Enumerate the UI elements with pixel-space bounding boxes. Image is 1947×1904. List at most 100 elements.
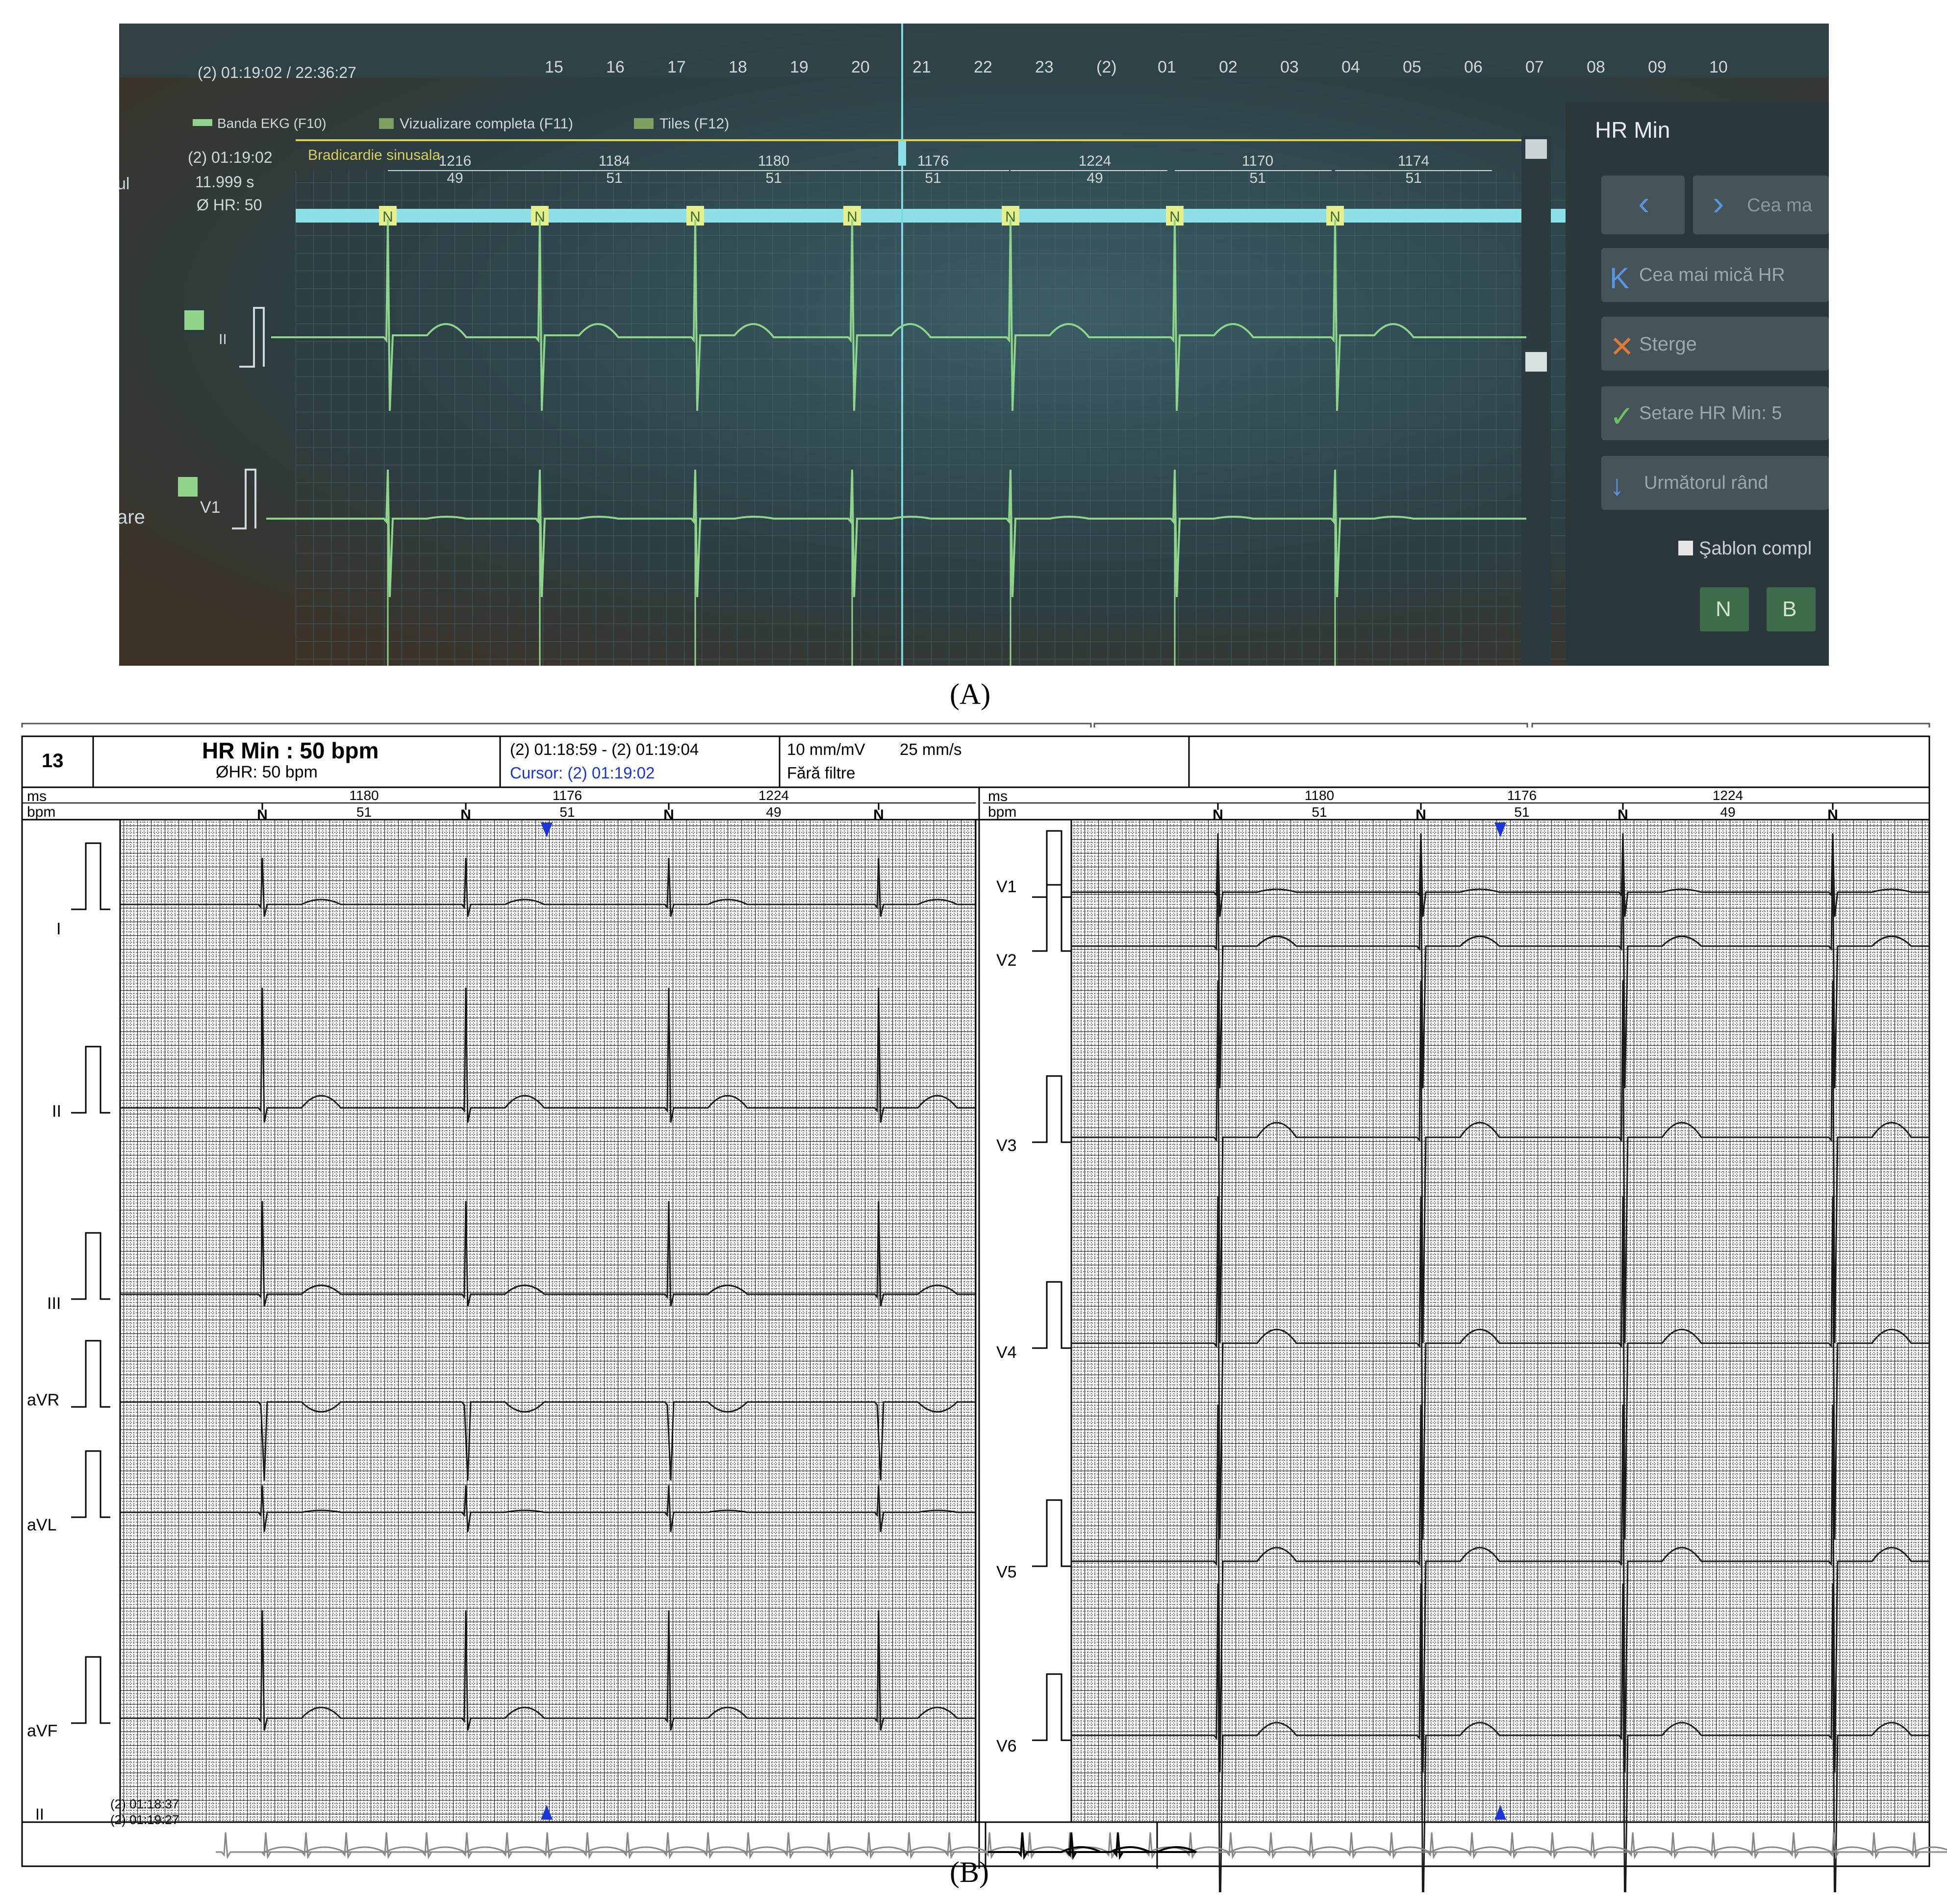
timeline-tick-label: 22 bbox=[974, 58, 992, 76]
beat-marker-label: N bbox=[1330, 209, 1340, 225]
monitor-photo-panel: ‹ › K ✕ ✓ ↓ 15 16 17 18 19 20 21 22 23 (2) 01 02 03 0… bbox=[119, 24, 1829, 666]
rr-ms-label: 1180 bbox=[349, 788, 379, 803]
rhythm-strip bbox=[216, 1832, 1947, 1860]
trace-II bbox=[120, 987, 976, 1123]
side-panel-title: HR Min bbox=[1595, 117, 1670, 143]
tab-vizualizare[interactable]: Vizualizare completa (F11) bbox=[400, 116, 574, 132]
cal-V4 bbox=[1032, 1281, 1071, 1349]
beat-label: N bbox=[1827, 807, 1838, 823]
rhythm-start-time: (2) 01:18:37 bbox=[110, 1797, 179, 1811]
lead-label-V5: V5 bbox=[996, 1563, 1017, 1581]
strip-avg-hr: Ø HR: 50 bbox=[197, 196, 262, 214]
beat-label: N bbox=[873, 807, 884, 823]
bpm-label-right: bpm bbox=[988, 804, 1017, 820]
timeline-tick-label: 02 bbox=[1219, 58, 1238, 76]
lead-label-II: II bbox=[219, 331, 227, 348]
template-checkbox[interactable] bbox=[1678, 541, 1693, 555]
beat-label: N bbox=[1618, 807, 1628, 823]
rhythm-trace-highlight bbox=[988, 1832, 1197, 1860]
tab-tiles[interactable]: Tiles (F12) bbox=[659, 116, 730, 132]
close-icon: ✕ bbox=[1610, 330, 1634, 363]
rr-ms-label: 1176 bbox=[1507, 788, 1537, 803]
tab-banda-ekg[interactable]: Banda EKG (F10) bbox=[217, 116, 327, 131]
trace-V4 bbox=[1071, 1196, 1929, 1540]
rr-ms-label: 1224 bbox=[1713, 788, 1743, 803]
timeline-tick-label: 09 bbox=[1648, 58, 1667, 76]
rr-bpm-label: 51 bbox=[925, 170, 941, 186]
trace-V5 bbox=[1071, 1404, 1929, 1773]
time-range: (2) 01:18:59 - (2) 01:19:04 bbox=[510, 740, 699, 758]
set-hr-min-button[interactable] bbox=[1601, 386, 1829, 440]
rr-ms-label: 1180 bbox=[758, 153, 790, 169]
calibration-pulse-V1 bbox=[232, 469, 256, 529]
cal-aVR bbox=[71, 1340, 110, 1408]
rr-bpm-label: 51 bbox=[765, 170, 782, 186]
timeline-time: (2) 01:19:02 / 22:36:27 bbox=[198, 64, 356, 81]
rr-ms-label: 1224 bbox=[1079, 153, 1112, 169]
rr-band bbox=[296, 209, 1703, 223]
trace-V6 bbox=[1071, 1583, 1929, 1892]
lead-label-III: III bbox=[47, 1294, 61, 1313]
beat-marker-label: N bbox=[1169, 209, 1180, 225]
lead-label-V6: V6 bbox=[996, 1737, 1017, 1755]
bpm-label-left: bpm bbox=[27, 804, 56, 820]
cursor-marker-bottom bbox=[1494, 1805, 1506, 1820]
timeline-tick-label: 20 bbox=[851, 58, 870, 76]
scroll-thumb[interactable] bbox=[1525, 352, 1547, 372]
caption-a: (A) bbox=[950, 678, 991, 710]
ecg-traces-a bbox=[266, 219, 1526, 666]
prev-button[interactable] bbox=[1601, 175, 1685, 234]
cursor-marker bbox=[898, 141, 906, 166]
lead-label-V4: V4 bbox=[996, 1343, 1017, 1362]
caption-b: (B) bbox=[950, 1856, 989, 1888]
lead-label-II: II bbox=[52, 1102, 61, 1121]
b-button-label: B bbox=[1782, 597, 1797, 621]
cut-off-text: are bbox=[119, 506, 145, 528]
next-row-button[interactable] bbox=[1601, 456, 1829, 510]
cal-V3 bbox=[1032, 1075, 1071, 1143]
tiles-tab-icon bbox=[634, 118, 654, 129]
timeline-tick-label: 21 bbox=[912, 58, 931, 76]
rr-ms-label: 1224 bbox=[759, 788, 789, 803]
report-title: HR Min : 50 bpm bbox=[202, 738, 379, 763]
template-checkbox-label: Şablon compl bbox=[1699, 538, 1812, 559]
cal-aVF bbox=[71, 1656, 110, 1724]
rr-ms-label: 1174 bbox=[1398, 153, 1430, 169]
rr-ms-label: 1184 bbox=[599, 153, 631, 169]
beat-marker-label: N bbox=[534, 209, 545, 225]
cal-V6 bbox=[1032, 1673, 1071, 1741]
b-button[interactable] bbox=[1767, 587, 1816, 631]
beat-label: N bbox=[257, 807, 268, 823]
set-hr-min-label: Setare HR Min: 5 bbox=[1639, 403, 1782, 424]
trace-V2 bbox=[1071, 848, 1929, 1089]
rr-ms-label: 1180 bbox=[1305, 788, 1334, 803]
scroll-up-button[interactable] bbox=[1525, 139, 1547, 159]
n-button[interactable] bbox=[1700, 587, 1749, 631]
strip-tab-icon bbox=[193, 119, 212, 126]
cal-V2 bbox=[1032, 884, 1071, 952]
smallest-hr-label: Cea mai mică HR bbox=[1639, 265, 1785, 285]
next-button[interactable] bbox=[1693, 175, 1829, 234]
beat-marker-label: N bbox=[382, 209, 393, 225]
trace-I bbox=[120, 857, 976, 917]
rr-bpm-label: 51 bbox=[1312, 804, 1327, 820]
trace-aVL bbox=[120, 1485, 976, 1532]
rr-ms-label: 1216 bbox=[439, 153, 472, 169]
filter-setting: Fără filtre bbox=[787, 764, 856, 782]
smallest-hr-button[interactable] bbox=[1601, 248, 1829, 302]
rr-bpm-label: 49 bbox=[447, 170, 463, 186]
rhythm-label: Bradicardie sinusala bbox=[308, 147, 441, 163]
n-button-label: N bbox=[1716, 597, 1731, 621]
cut-off-text: ul bbox=[119, 175, 130, 193]
trace-V1 bbox=[1071, 833, 1929, 917]
rr-bpm-label: 51 bbox=[606, 170, 622, 186]
delete-button[interactable] bbox=[1601, 317, 1829, 371]
lead-label-I: I bbox=[56, 920, 61, 938]
lead-label-V2: V2 bbox=[996, 951, 1017, 970]
timeline-ticks: 15 16 17 18 19 20 21 22 23 (2) 01 02 03 04 05 06 07 08 09 1… bbox=[545, 58, 1728, 76]
ms-label-left: ms bbox=[27, 788, 47, 804]
calibration-pulse-II bbox=[239, 307, 265, 368]
speed-setting: 25 mm/s bbox=[900, 740, 962, 758]
trace-aVF bbox=[120, 1610, 976, 1731]
